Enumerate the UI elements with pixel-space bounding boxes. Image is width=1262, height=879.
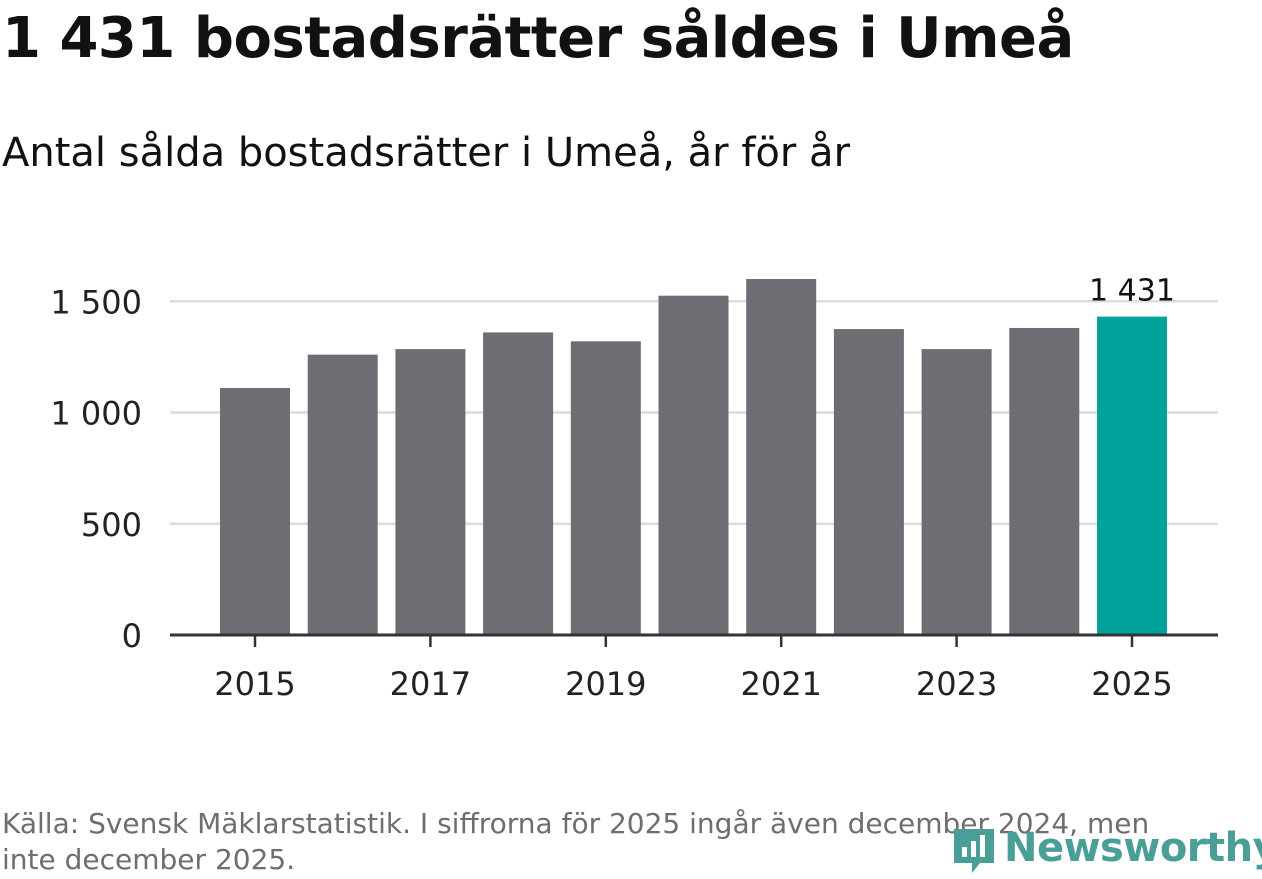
bar-2017	[395, 349, 466, 635]
chart-title: 1 431 bostadsrätter såldes i Umeå	[2, 6, 1074, 71]
newsworthy-logo-text: Newsworthy	[1004, 825, 1262, 871]
bar-2023	[921, 349, 992, 635]
bar-2021	[746, 279, 817, 635]
bar-2022	[833, 329, 904, 635]
x-tick-label: 2021	[740, 665, 821, 703]
bar-2019	[570, 341, 641, 635]
x-tick-label: 2023	[916, 665, 997, 703]
x-tick-label: 2025	[1091, 665, 1172, 703]
y-tick-label: 1 500	[50, 283, 142, 321]
bar-2025	[1097, 316, 1167, 635]
data-label: 1 431	[1089, 274, 1175, 309]
newsworthy-logo[interactable]: Newsworthy	[950, 818, 1262, 878]
newsworthy-logo-icon	[954, 829, 994, 873]
bar-2024	[1009, 327, 1080, 635]
bar-2018	[483, 332, 554, 635]
x-tick-label: 2019	[565, 665, 646, 703]
y-tick-label: 0	[122, 617, 142, 655]
y-tick-label: 1 000	[50, 395, 142, 433]
bar-2016	[307, 354, 378, 635]
chart-subtitle: Antal sålda bostadsrätter i Umeå, år för…	[2, 130, 851, 176]
bar-2015	[220, 388, 290, 635]
x-tick-label: 2015	[214, 665, 295, 703]
x-tick-label: 2017	[390, 665, 471, 703]
bar-2020	[658, 295, 729, 635]
y-tick-label: 500	[81, 506, 142, 544]
